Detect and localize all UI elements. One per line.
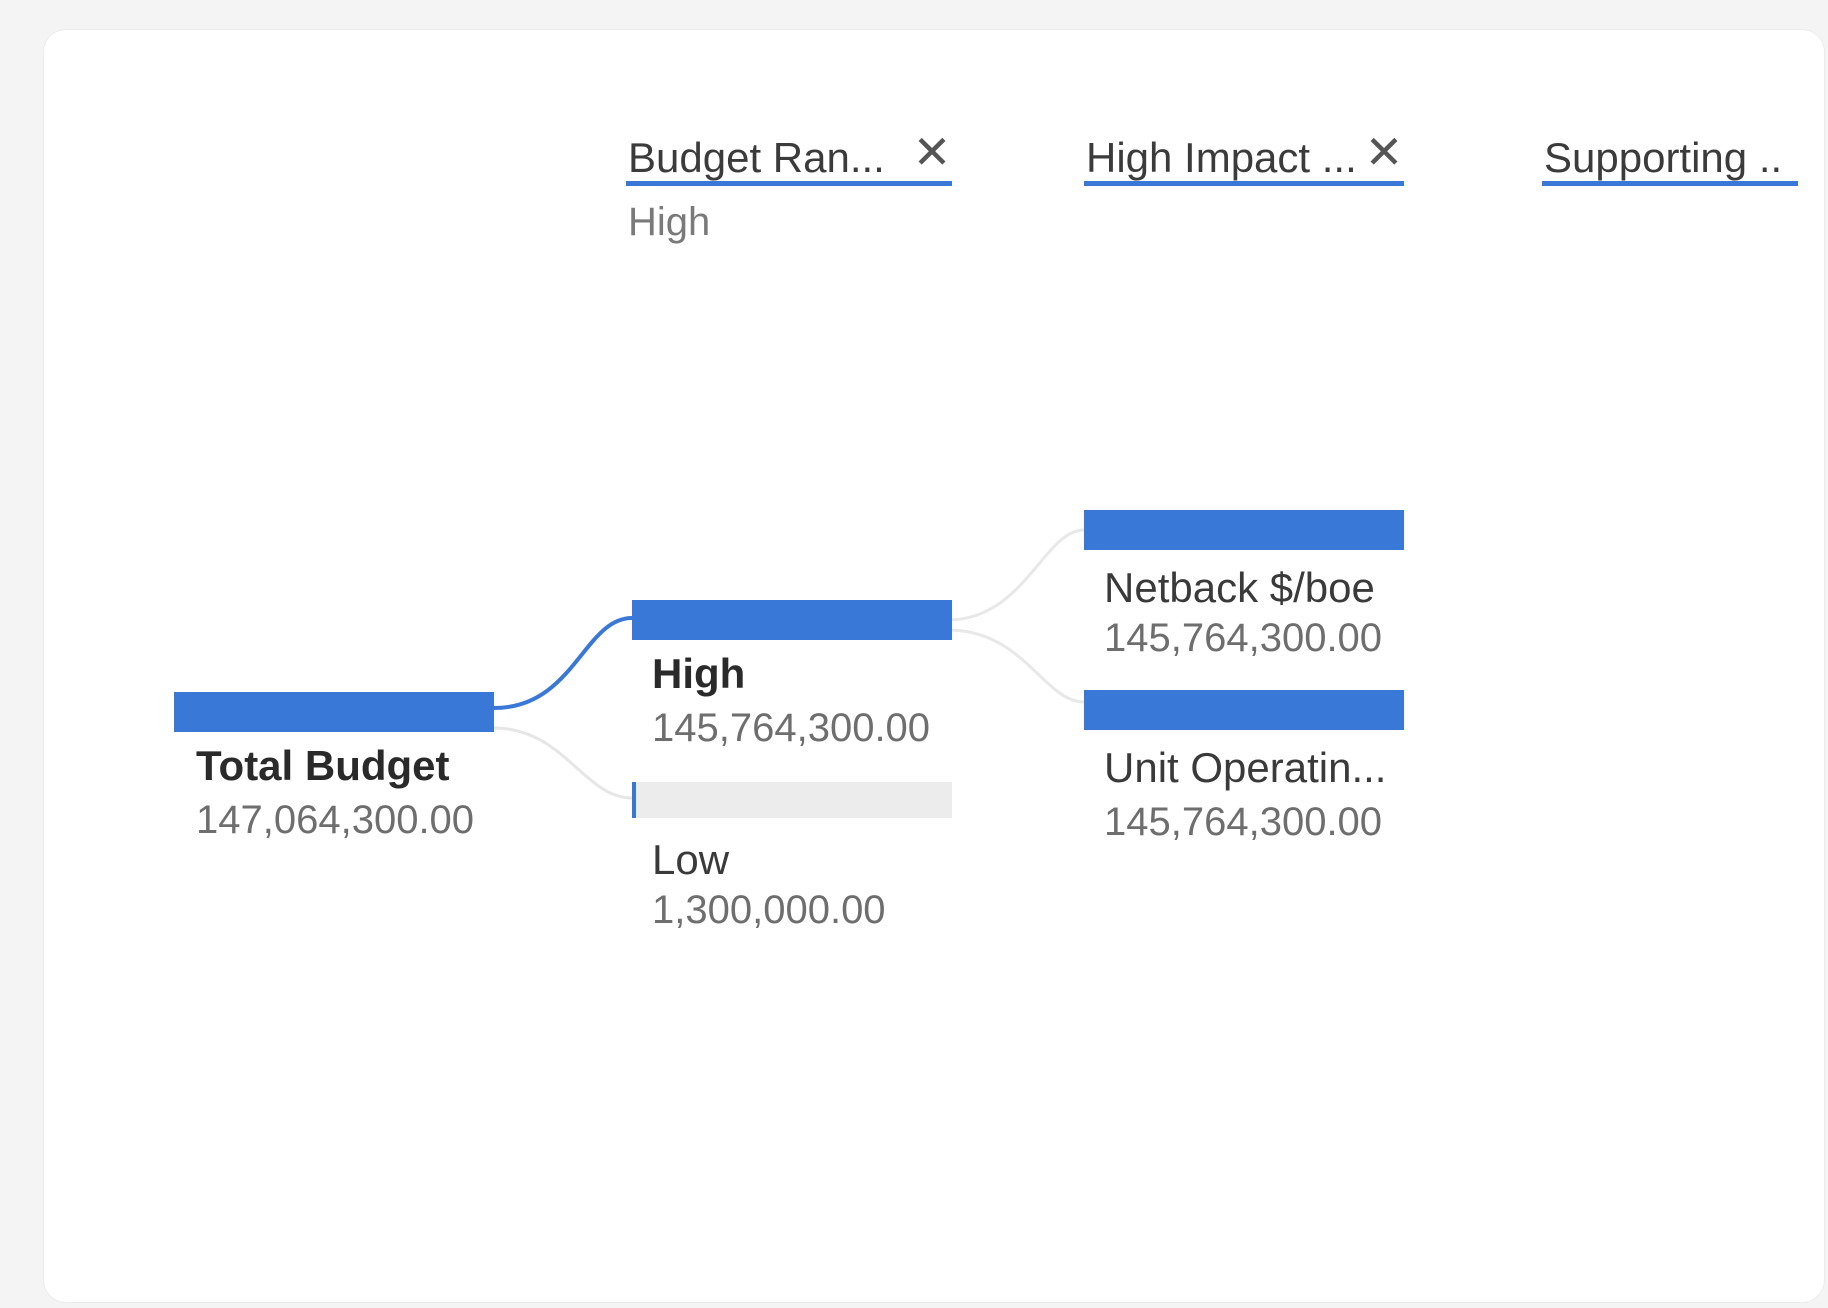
- node-label: Netback $/boe: [1104, 564, 1375, 611]
- node-bar[interactable]: [1084, 510, 1404, 550]
- node-bar-fill: [632, 782, 636, 818]
- level-header-label: Supporting ..: [1544, 134, 1783, 181]
- node-bar[interactable]: [1084, 690, 1404, 730]
- level-filter-value: High: [628, 200, 711, 244]
- level-header-supporting[interactable]: Supporting ..: [1542, 126, 1798, 186]
- node-bar[interactable]: [174, 692, 494, 732]
- node-value: 1,300,000.00: [652, 888, 886, 932]
- level-header-label: Budget Ran...: [628, 134, 885, 181]
- decomposition-tree-visual: Budget Ran... ✕ High High Impact ... ✕ S…: [44, 30, 1824, 1302]
- node-label: Total Budget: [196, 742, 450, 789]
- level-header-budget-range[interactable]: Budget Ran... ✕: [626, 126, 952, 186]
- node-label: Unit Operatin...: [1104, 744, 1387, 791]
- node-value: 145,764,300.00: [1104, 800, 1383, 844]
- tree-connectors: [493, 528, 1085, 800]
- connector-high-to-unitop: [947, 628, 1085, 704]
- node-value: 145,764,300.00: [652, 706, 931, 750]
- node-value: 145,764,300.00: [1104, 616, 1383, 660]
- connector-high-to-netback: [947, 528, 1085, 622]
- close-icon[interactable]: ✕: [1364, 126, 1404, 178]
- close-icon[interactable]: ✕: [912, 126, 952, 178]
- connector-root-to-low: [493, 726, 633, 800]
- level-header-label: High Impact ...: [1086, 134, 1357, 181]
- level-header-high-impact[interactable]: High Impact ... ✕: [1084, 126, 1404, 186]
- node-label: High: [652, 650, 746, 697]
- node-label: Low: [652, 836, 730, 883]
- node-value: 147,064,300.00: [196, 798, 475, 842]
- node-bar-track[interactable]: [632, 782, 952, 818]
- node-bar[interactable]: [632, 600, 952, 640]
- connector-root-to-high: [493, 616, 633, 710]
